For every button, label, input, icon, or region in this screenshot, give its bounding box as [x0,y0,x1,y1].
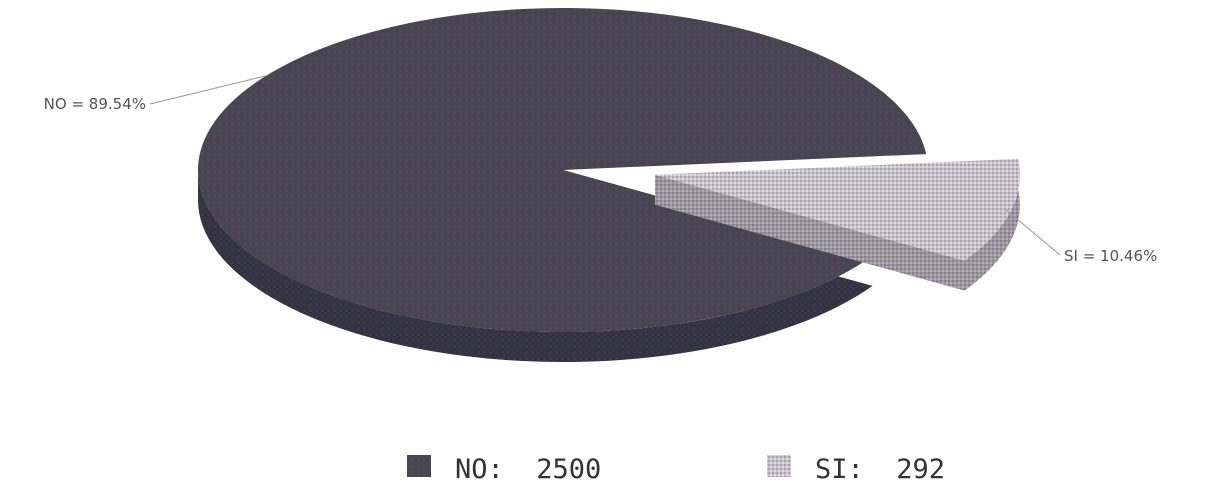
pie-slice-no [197,8,927,333]
legend-label-no: NO: 2500 [455,454,601,485]
slice-label-no: NO = 89.54% [44,95,146,113]
leader-line-no [149,75,267,105]
pie-slice-si-side [655,158,1020,291]
legend-swatch-no [407,455,431,477]
legend-swatch-si [767,455,791,477]
legend: NO: 2500 SI: 292 [407,454,945,485]
leader-line-si [1005,209,1061,256]
legend-label-si: SI: 292 [815,454,945,485]
slice-label-si: SI = 10.46% [1064,247,1157,265]
pie-slice-si [655,158,1020,261]
